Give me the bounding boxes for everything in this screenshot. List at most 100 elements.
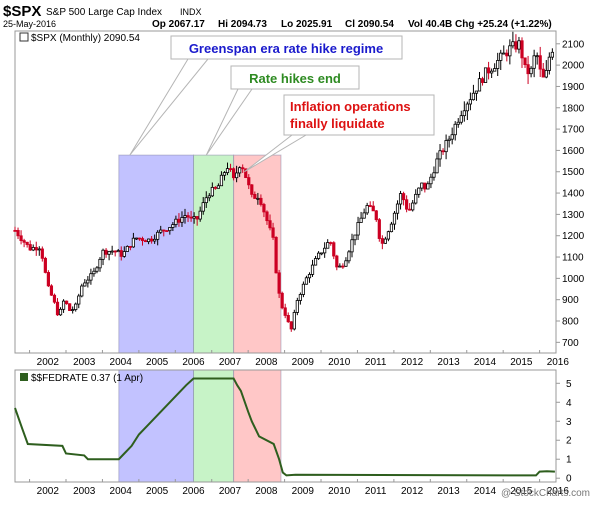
candle-body <box>323 247 327 254</box>
price-x-tick-label: 2005 <box>146 357 169 368</box>
fedrate-x-tick-label: 2013 <box>437 486 460 497</box>
candle-body <box>547 56 551 71</box>
callout-box-inflation <box>283 94 435 136</box>
candle-body <box>168 227 172 232</box>
candle-body <box>432 172 436 178</box>
fedrate-y-tick-label: 0 <box>566 474 572 485</box>
candle-body <box>316 252 321 259</box>
callout-greenspan: Greenspan era rate hike regime <box>129 35 403 156</box>
candle-body <box>423 182 427 190</box>
candle-body <box>335 255 339 268</box>
fedrate-x-tick-label: 2004 <box>110 486 133 497</box>
candle-body <box>389 223 394 233</box>
candle-body <box>207 195 211 199</box>
price-panel-frame <box>14 30 557 354</box>
price-x-tick-label: 2012 <box>401 357 424 368</box>
candle-body <box>517 40 521 50</box>
candle-body <box>304 277 309 285</box>
candle-body <box>122 251 126 257</box>
candle-body <box>474 90 479 94</box>
price-x-tick-label: 2009 <box>292 357 315 368</box>
candle-body <box>265 211 269 222</box>
band-greenspan-fedrate <box>118 369 195 483</box>
candle-body <box>350 239 354 253</box>
price-y-tick-label: 1600 <box>562 146 585 157</box>
candle-body <box>65 300 69 305</box>
candle-body <box>189 216 193 219</box>
candle-body <box>538 55 542 70</box>
candle-body <box>380 238 384 244</box>
candle-body <box>329 242 333 244</box>
candle-body <box>511 41 515 47</box>
candle-body <box>326 242 330 249</box>
candle-body <box>174 218 178 225</box>
candle-body <box>320 252 324 255</box>
candle-body <box>262 204 266 213</box>
price-x-tick-label: 2011 <box>365 357 387 368</box>
candle-body <box>165 230 169 232</box>
candle-body <box>104 249 108 255</box>
fedrate-x-tick-label: 2003 <box>73 486 96 497</box>
fedrate-x-tick-label: 2011 <box>365 486 387 497</box>
fedrate-legend: $$FEDRATE 0.37 (1 Apr) <box>31 373 143 384</box>
candle-body <box>310 264 315 275</box>
candle-body <box>37 248 41 251</box>
candle-body <box>156 231 160 240</box>
fedrate-x-tick-label: 2006 <box>182 486 205 497</box>
price-x-tick-label: 2004 <box>110 357 133 368</box>
price-y-tick-label: 1900 <box>562 82 585 93</box>
candle-body <box>298 294 302 301</box>
candle-body <box>447 138 451 141</box>
candle-body <box>477 78 482 92</box>
candle-body <box>411 202 415 211</box>
price-y-tick-label: 1100 <box>562 253 584 264</box>
fedrate-x-tick-label: 2005 <box>146 486 169 497</box>
candle-body <box>159 229 163 233</box>
candle-body <box>480 78 485 83</box>
candle-body <box>471 92 476 101</box>
candle-body <box>386 231 391 240</box>
candle-body <box>68 303 72 311</box>
fedrate-y-tick-label: 1 <box>566 455 572 466</box>
candle-body <box>268 220 272 229</box>
candle-body <box>286 315 290 323</box>
candle-body <box>277 272 281 294</box>
candle-body <box>125 245 129 252</box>
candle-body <box>83 282 87 287</box>
quote-open: Op 2067.17 <box>152 19 205 30</box>
band-rate-hikes-end-fedrate <box>193 369 235 483</box>
candle-body <box>74 303 78 310</box>
fedrate-y-tick-label: 3 <box>566 417 572 428</box>
price-x-tick-label: 2015 <box>510 357 533 368</box>
candle-body <box>532 55 536 69</box>
price-x-tick-label: 2010 <box>328 357 351 368</box>
candle-body <box>398 193 403 205</box>
price-y-tick-label: 1400 <box>562 189 585 200</box>
fedrate-panel-frame <box>14 369 557 483</box>
candle-body <box>465 103 469 112</box>
price-x-tick-label: 2014 <box>474 357 497 368</box>
candle-body <box>438 150 442 160</box>
quote-close: Cl 2090.54 <box>345 19 394 30</box>
candle-body <box>374 210 378 221</box>
candle-body <box>216 185 221 189</box>
candle-body <box>301 283 306 295</box>
fedrate-x-tick-label: 2012 <box>401 486 424 497</box>
price-legend: $SPX (Monthly) 2090.54 <box>31 33 140 44</box>
candle-body <box>86 279 90 284</box>
callout-text-inflation-line-2: finally liquidate <box>290 116 385 131</box>
candle-body <box>89 273 93 281</box>
candle-body <box>40 248 44 259</box>
fedrate-x-tick-label: 2002 <box>37 486 60 497</box>
callout-pointer-rate-hikes-end <box>205 88 253 156</box>
price-x-tick-label: 2002 <box>37 357 60 368</box>
candle-body <box>444 140 448 153</box>
candle-body <box>46 272 50 287</box>
candle-body <box>28 244 32 251</box>
candle-body <box>529 67 533 75</box>
price-y-tick-label: 1300 <box>562 210 585 221</box>
candle-body <box>225 168 230 174</box>
fedrate-x-tick-label: 2007 <box>219 486 242 497</box>
candle-body <box>49 285 54 296</box>
candle-body <box>450 134 454 140</box>
